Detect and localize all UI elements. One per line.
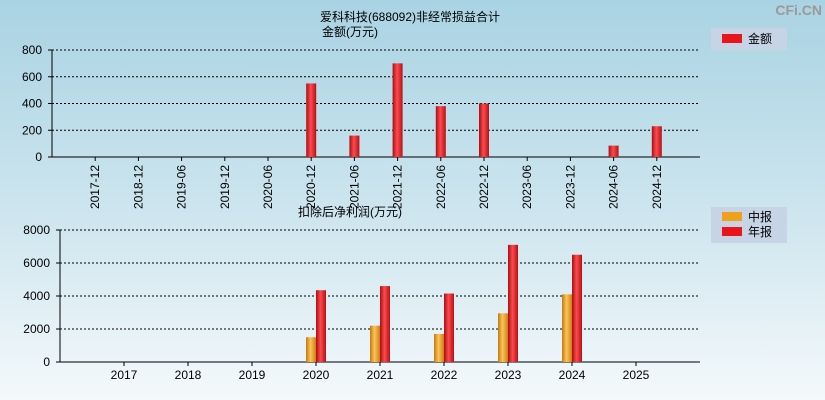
chart2-legend-swatch-annual: [722, 227, 742, 236]
chart1-y-tick-label: 200: [22, 123, 42, 137]
chart2-x-tick-label: 2021: [367, 368, 394, 382]
chart1-x-tick-label: 2022-06: [434, 165, 448, 209]
chart2-y-tick-label: 2000: [23, 322, 50, 336]
chart2-bar-annual: [380, 286, 390, 362]
chart2-x-tick-label: 2023: [495, 368, 522, 382]
chart2-legend-label-interim: 中报: [748, 209, 772, 224]
chart1-x-tick-label: 2020-12: [304, 165, 318, 209]
chart2-bar-annual: [508, 244, 518, 362]
chart2-bar-annual: [572, 254, 582, 362]
chart1-bar: [349, 135, 360, 157]
chart2-x-tick-label: 2022: [431, 368, 458, 382]
chart1-legend: 金额: [711, 28, 787, 50]
chart1-x-tick-label: 2018-12: [131, 165, 145, 209]
chart1-bar: [306, 83, 317, 157]
chart2-bar-interim: [306, 337, 316, 362]
chart1-x-tick-label: 2024-12: [650, 165, 664, 209]
chart2-y-tick-label: 0: [43, 355, 50, 369]
chart2-legend: 中报 年报: [711, 207, 787, 243]
chart1-x-tick-label: 2022-12: [477, 165, 491, 209]
chart1-legend-box: [711, 28, 787, 50]
chart1-x-tick-label: 2019-06: [175, 165, 189, 209]
chart1-y-tick-label: 400: [22, 97, 42, 111]
chart2-x-tick-label: 2020: [303, 368, 330, 382]
chart1-legend-label: 金额: [748, 31, 772, 46]
chart1-bar: [479, 103, 489, 157]
chart1-bar: [608, 145, 619, 157]
chart1-y-tick-label: 0: [35, 150, 42, 164]
watermark-text: CFi.CN: [775, 2, 822, 18]
chart1-x-tick-label: 2020-06: [261, 165, 275, 209]
chart1-x-tick-label: 2023-12: [563, 165, 577, 209]
chart1-x-tick-label: 2024-06: [607, 165, 621, 209]
chart1-bar: [651, 126, 662, 157]
chart2-y-tick-label: 8000: [23, 223, 50, 237]
chart1-y-tick-label: 600: [22, 70, 42, 84]
chart1-y-tick-label: 800: [22, 43, 42, 57]
chart2-legend-swatch-interim: [722, 212, 742, 221]
chart2-legend-label-annual: 年报: [748, 224, 772, 239]
chart1-x-tick-label: 2017-12: [88, 165, 102, 209]
chart1-x-tick-label: 2023-06: [520, 165, 534, 209]
chart2-bar-annual: [316, 290, 326, 362]
chart1-subtitle: 金额(万元): [322, 24, 378, 39]
chart1-bar: [392, 63, 403, 157]
chart1-legend-swatch: [722, 34, 742, 43]
chart1-x-tick-label: 2021-06: [347, 165, 361, 209]
chart2-x-tick-label: 2019: [239, 368, 266, 382]
chart2-x-tick-label: 2024: [559, 368, 586, 382]
chart2-y-tick-label: 4000: [23, 289, 50, 303]
chart2-x-tick-label: 2017: [111, 368, 138, 382]
chart2-title: 扣除后净利润(万元): [298, 204, 402, 219]
chart1-x-tick-label: 2021-12: [391, 165, 405, 209]
chart1-bar: [435, 106, 446, 157]
chart2-x-tick-label: 2018: [175, 368, 202, 382]
chart2-bar-interim: [562, 294, 572, 362]
chart2-bar-annual: [444, 293, 454, 362]
chart1-x-tick-label: 2019-12: [218, 165, 232, 209]
chart2-bar-interim: [370, 325, 380, 362]
chart2-bar-interim: [498, 313, 508, 362]
chart1-title: 爱科科技(688092)非经常损益合计: [320, 9, 500, 24]
chart2-y-tick-label: 6000: [23, 256, 50, 270]
chart2-bar-interim: [434, 333, 444, 362]
chart2-x-tick-label: 2025: [623, 368, 650, 382]
